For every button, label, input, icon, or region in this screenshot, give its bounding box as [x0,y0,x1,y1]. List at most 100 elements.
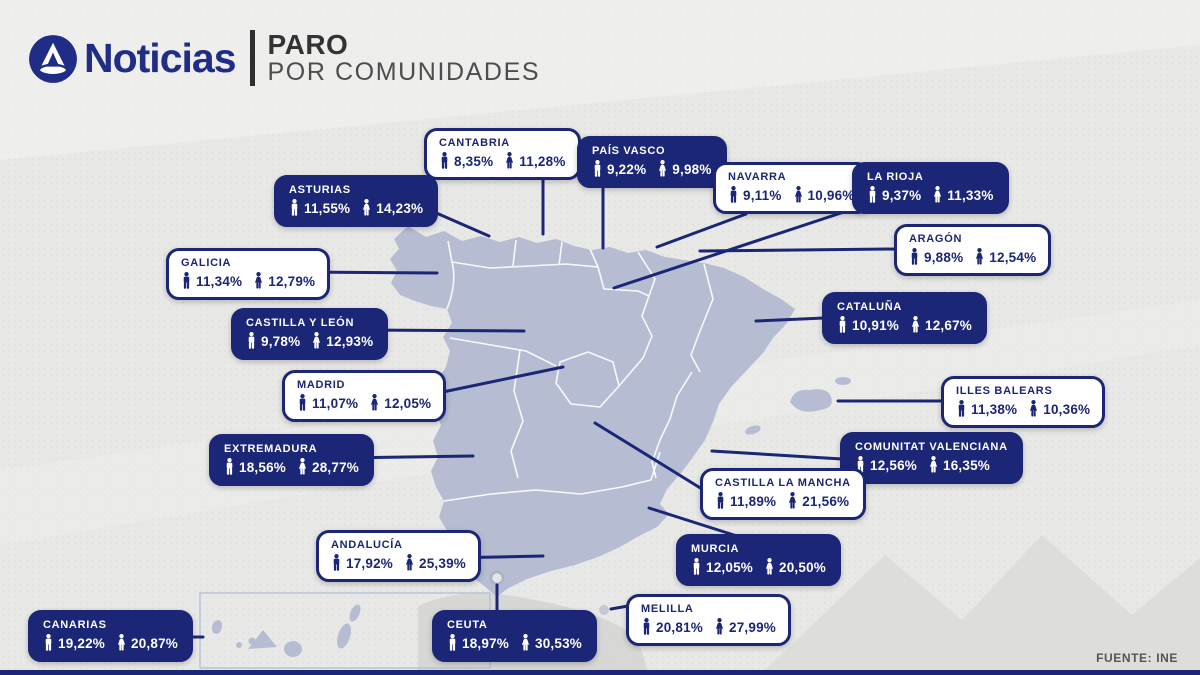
male-icon [717,492,724,509]
male-icon [45,634,52,651]
region-box-asturias: ASTURIAS 11,55% 14,23% [274,175,439,227]
region-name: PAÍS VASCO [592,145,666,157]
male-icon [441,152,448,169]
male-icon [449,634,456,651]
male-icon [643,618,650,635]
male-unemployment-value: 12,56% [870,457,917,473]
region-name: CASTILLA Y LEÓN [246,317,355,329]
female-icon [521,634,530,651]
female-icon [1030,400,1038,417]
leader-line-navarra [655,212,748,249]
region-name: COMUNITAT VALENCIANA [855,441,1008,453]
male-unemployment-value: 9,78% [261,333,301,349]
region-box-navarra: NAVARRA 9,11% 10,96% [713,162,870,214]
region-values: 18,97% 30,53% [447,634,582,652]
female-icon [371,394,379,411]
female-icon [929,456,938,473]
male-icon [291,199,298,216]
male-icon [299,394,306,411]
female-icon [117,634,126,651]
leader-line-la-rioja [612,206,858,290]
male-icon [869,186,876,203]
region-box-la-rioja: LA RIOJA 9,37% 11,33% [852,162,1009,214]
region-name: NAVARRA [728,171,787,183]
region-values: 18,56% 28,77% [224,458,359,476]
male-unemployment-value: 8,35% [454,153,494,169]
male-unemployment-value: 11,38% [971,401,1018,417]
female-unemployment-value: 10,36% [1043,401,1091,417]
male-unemployment-value: 9,11% [743,187,782,203]
male-unemployment-value: 9,37% [882,187,922,203]
leader-line-castilla-la-mancha [593,421,704,491]
region-values: 19,22% 20,87% [43,634,178,652]
region-name: ARAGÓN [909,233,963,245]
region-name: CEUTA [447,619,488,631]
female-icon [715,618,724,635]
male-unemployment-value: 18,97% [462,635,509,651]
female-unemployment-value: 12,05% [384,395,432,411]
region-box-ceuta: CEUTA 18,97% 30,53% [432,610,597,662]
region-box-galicia: GALICIA 11,34% 12,79% [166,248,331,300]
male-unemployment-value: 10,91% [852,317,899,333]
region-values: 11,07% 12,05% [297,394,431,412]
region-name: ILLES BALEARS [956,385,1053,397]
leader-line-aragon [698,247,898,253]
header: Noticias PARO POR COMUNIDADES [28,30,540,86]
region-box-cataluna: CATALUÑA 10,91% 12,67% [822,292,987,344]
region-name: EXTREMADURA [224,443,318,455]
male-icon [594,160,601,177]
region-values: 9,78% 12,93% [246,332,373,350]
male-icon [226,458,233,475]
region-name: MELILLA [641,603,694,615]
male-icon [248,332,255,349]
male-unemployment-value: 11,89% [730,493,777,509]
male-icon [958,400,965,417]
header-divider [249,30,255,86]
male-unemployment-value: 9,22% [607,161,647,177]
female-unemployment-value: 12,79% [268,273,316,289]
female-unemployment-value: 27,99% [729,619,776,635]
region-box-madrid: MADRID 11,07% 12,05% [282,370,447,422]
leader-line-melilla [609,604,630,611]
page-title: PARO [267,28,349,60]
source-credit: FUENTE: INE [1096,651,1178,665]
male-unemployment-value: 18,56% [239,459,286,475]
region-values: 10,91% 12,67% [837,316,972,334]
female-unemployment-value: 20,87% [131,635,178,651]
male-unemployment-value: 11,07% [312,395,359,411]
female-unemployment-value: 20,50% [779,559,826,575]
male-unemployment-value: 11,55% [304,200,351,216]
male-unemployment-value: 11,34% [196,273,243,289]
region-box-cantabria: CANTABRIA 8,35% 11,28% [424,128,581,180]
ceuta-marker [489,570,505,586]
female-icon [506,152,514,169]
female-icon [298,458,307,475]
female-unemployment-value: 11,28% [519,153,566,169]
region-values: 8,35% 11,28% [439,152,566,170]
region-values: 12,05% 20,50% [691,558,826,576]
brand-name: Noticias [84,34,236,81]
region-values: 11,38% 10,36% [956,400,1090,418]
female-unemployment-value: 28,77% [312,459,359,475]
spain-peninsula [390,226,795,597]
male-unemployment-value: 9,88% [924,249,964,265]
male-icon [730,186,737,203]
male-unemployment-value: 19,22% [58,635,105,651]
region-values: 9,88% 12,54% [909,248,1036,266]
region-box-pais-vasco: PAÍS VASCO 9,22% 9,98% [577,136,727,188]
region-name: LA RIOJA [867,171,924,183]
region-name: CASTILLA LA MANCHA [715,477,851,489]
region-name: CATALUÑA [837,301,903,313]
leader-line-cataluna [754,316,826,323]
region-box-extremadura: EXTREMADURA 18,56% 28,77% [209,434,374,486]
region-values: 12,56% 16,35% [855,456,1008,474]
region-box-castilla-y-leon: CASTILLA Y LEÓN 9,78% 12,93% [231,308,389,360]
region-name: MADRID [297,379,346,391]
female-icon [255,272,263,289]
female-icon [363,199,371,216]
male-icon [839,316,846,333]
region-values: 17,92% 25,39% [331,554,466,572]
region-name: MURCIA [691,543,740,555]
female-icon [313,332,321,349]
